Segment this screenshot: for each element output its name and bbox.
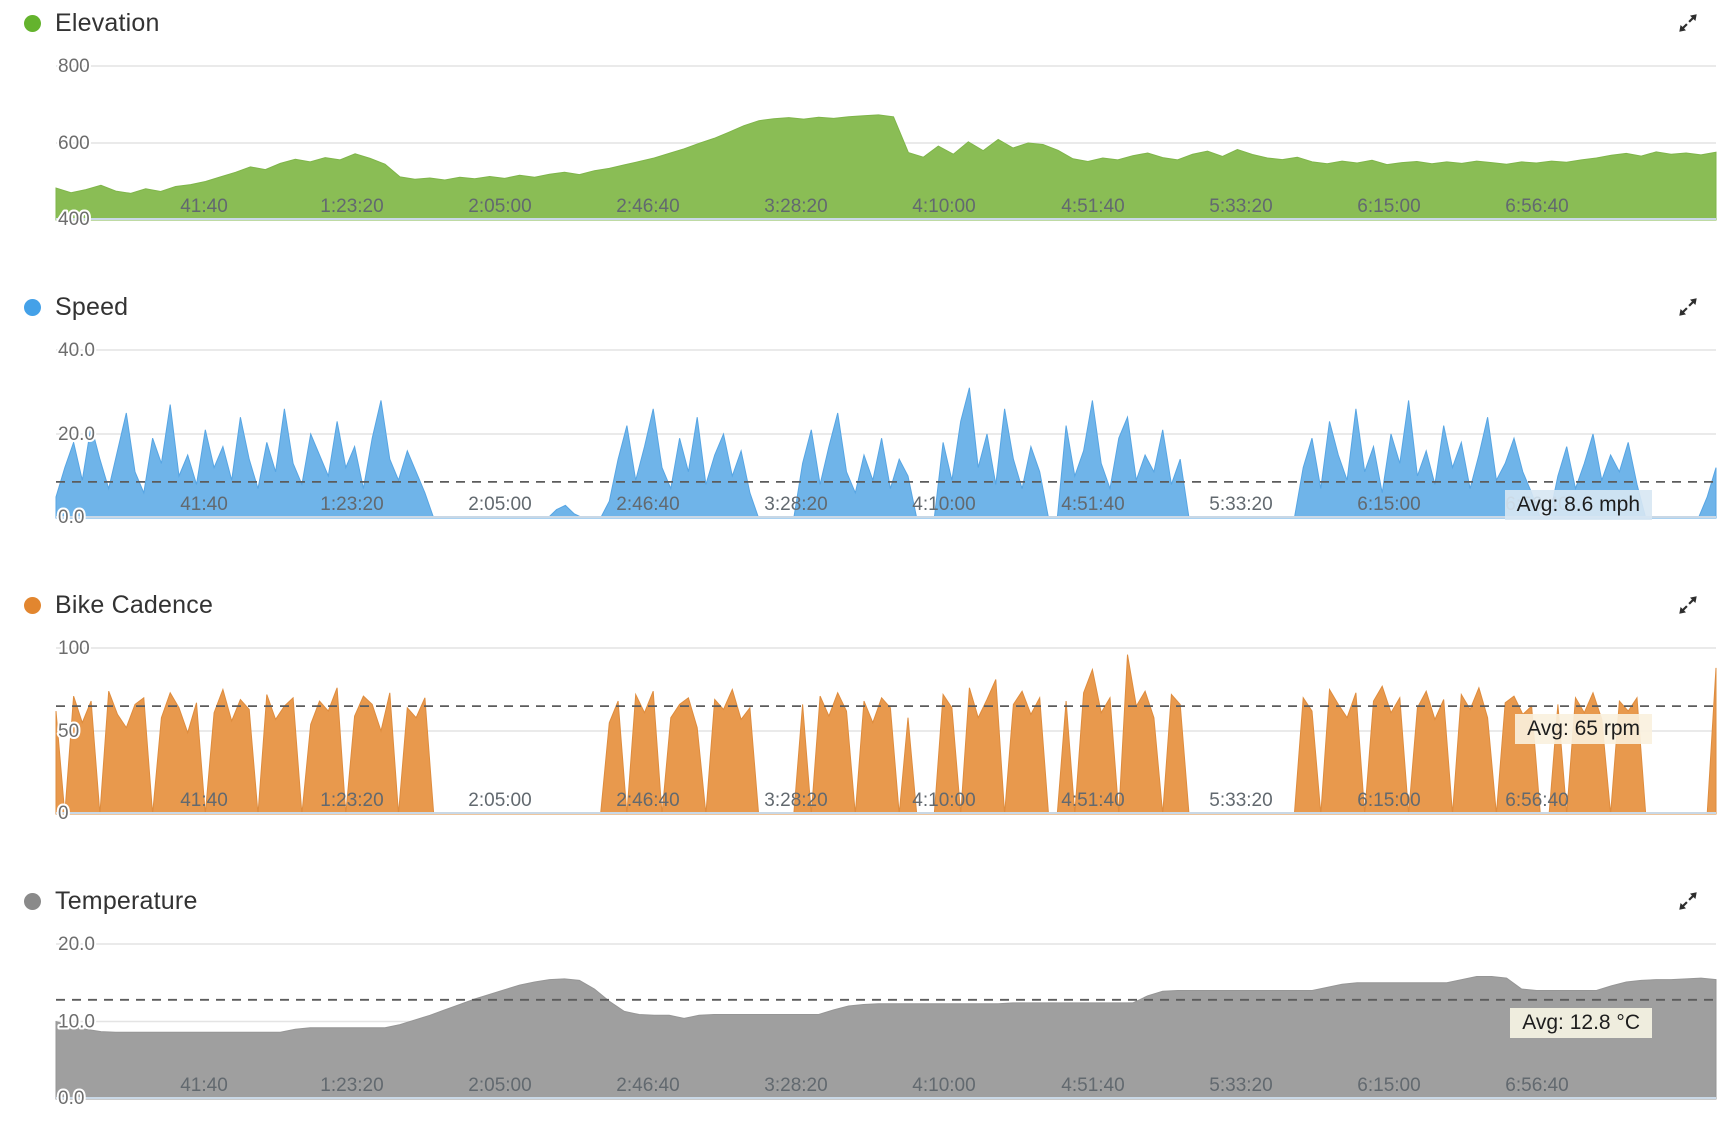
cadence-chart-title: Bike Cadence (55, 590, 214, 619)
expand-icon (1679, 892, 1697, 910)
svg-text:6:56:40: 6:56:40 (1505, 196, 1568, 217)
svg-text:41:40: 41:40 (180, 1075, 228, 1096)
svg-text:2:46:40: 2:46:40 (616, 494, 679, 515)
svg-text:6:15:00: 6:15:00 (1357, 790, 1420, 811)
svg-text:6:15:00: 6:15:00 (1357, 494, 1420, 515)
svg-text:0.0: 0.0 (58, 1088, 84, 1109)
svg-text:41:40: 41:40 (180, 196, 228, 217)
svg-text:2:46:40: 2:46:40 (616, 790, 679, 811)
svg-text:4:51:40: 4:51:40 (1061, 790, 1124, 811)
svg-text:5:33:20: 5:33:20 (1209, 494, 1272, 515)
svg-text:2:05:00: 2:05:00 (468, 1075, 531, 1096)
svg-text:2:46:40: 2:46:40 (616, 196, 679, 217)
svg-text:2:05:00: 2:05:00 (468, 196, 531, 217)
svg-text:4:51:40: 4:51:40 (1061, 196, 1124, 217)
cadence-chart-header: Bike Cadence (0, 588, 1724, 622)
svg-text:3:28:20: 3:28:20 (764, 1075, 827, 1096)
svg-text:1:23:20: 1:23:20 (320, 494, 383, 515)
temperature-plot[interactable]: 41:40 1:23:20 2:05:00 2:46:40 3:28:20 4:10:00… (55, 932, 1717, 1111)
elevation-chart-section: Elevation 41:40 1:23:20 2:05:00 2:46:40 3:28… (0, 6, 1724, 232)
temperature-legend-dot (24, 892, 41, 910)
svg-text:5:33:20: 5:33:20 (1209, 196, 1272, 217)
svg-text:2:46:40: 2:46:40 (616, 1075, 679, 1096)
svg-text:4:51:40: 4:51:40 (1061, 494, 1124, 515)
speed-chart-title: Speed (55, 292, 129, 321)
svg-text:6:15:00: 6:15:00 (1357, 1075, 1420, 1096)
svg-text:4:51:40: 4:51:40 (1061, 1075, 1124, 1096)
svg-text:1:23:20: 1:23:20 (320, 196, 383, 217)
expand-icon (1679, 596, 1697, 614)
temperature-chart-section: Temperature 41:40 1:23:20 2:05:00 2:46:40 3:… (0, 884, 1724, 1111)
svg-text:2:05:00: 2:05:00 (468, 790, 531, 811)
svg-text:6:15:00: 6:15:00 (1357, 196, 1420, 217)
svg-text:0.0: 0.0 (58, 507, 84, 528)
svg-text:1:23:20: 1:23:20 (320, 790, 383, 811)
speed-chart-section: Speed 41:40 1:23:20 2:05:00 2:46:40 3:28:20 4… (0, 290, 1724, 530)
elevation-legend-dot (24, 14, 41, 32)
svg-text:50: 50 (58, 721, 79, 742)
svg-text:400: 400 (58, 209, 90, 230)
svg-text:3:28:20: 3:28:20 (764, 494, 827, 515)
temperature-expand-button[interactable] (1676, 889, 1700, 913)
temperature-chart-header: Temperature (0, 884, 1724, 918)
cadence-legend-dot (24, 596, 41, 614)
elevation-expand-button[interactable] (1676, 11, 1700, 35)
svg-text:4:10:00: 4:10:00 (912, 494, 975, 515)
svg-text:40.0: 40.0 (58, 340, 95, 361)
svg-text:4:10:00: 4:10:00 (912, 1075, 975, 1096)
svg-text:600: 600 (58, 133, 90, 154)
svg-text:5:33:20: 5:33:20 (1209, 790, 1272, 811)
svg-text:4:10:00: 4:10:00 (912, 196, 975, 217)
cadence-expand-button[interactable] (1676, 593, 1700, 617)
svg-text:4:10:00: 4:10:00 (912, 790, 975, 811)
svg-text:6:56:40: 6:56:40 (1505, 790, 1568, 811)
svg-text:20.0: 20.0 (58, 934, 95, 955)
svg-text:5:33:20: 5:33:20 (1209, 1075, 1272, 1096)
svg-text:3:28:20: 3:28:20 (764, 790, 827, 811)
bike-cadence-avg-label: Avg: 65 rpm (1515, 714, 1652, 745)
svg-text:20.0: 20.0 (58, 424, 95, 445)
elevation-chart-title: Elevation (55, 8, 160, 37)
speed-chart-header: Speed (0, 290, 1724, 324)
svg-text:0: 0 (58, 803, 69, 824)
speed-legend-dot (24, 298, 41, 316)
svg-text:1:23:20: 1:23:20 (320, 1075, 383, 1096)
cadence-plot[interactable]: 41:40 1:23:20 2:05:00 2:46:40 3:28:20 4:10:00… (55, 636, 1717, 826)
svg-text:10.0: 10.0 (58, 1012, 95, 1033)
svg-text:2:05:00: 2:05:00 (468, 494, 531, 515)
svg-text:100: 100 (58, 638, 90, 659)
svg-text:800: 800 (58, 56, 90, 77)
speed-expand-button[interactable] (1676, 295, 1700, 319)
svg-text:3:28:20: 3:28:20 (764, 196, 827, 217)
speed-plot[interactable]: 41:40 1:23:20 2:05:00 2:46:40 3:28:20 4:10:00… (55, 338, 1717, 530)
elevation-plot[interactable]: 41:40 1:23:20 2:05:00 2:46:40 3:28:20 4:10:00… (55, 54, 1717, 232)
temperature-avg-label: Avg: 12.8 °C (1510, 1007, 1652, 1038)
expand-icon (1679, 14, 1697, 32)
svg-text:41:40: 41:40 (180, 494, 228, 515)
svg-text:6:56:40: 6:56:40 (1505, 1075, 1568, 1096)
speed-avg-label: Avg: 8.6 mph (1504, 489, 1652, 520)
expand-icon (1679, 298, 1697, 316)
cadence-chart-section: Bike Cadence 41:40 1:23:20 2:05:00 2:46:40 3… (0, 588, 1724, 826)
temperature-chart-title: Temperature (55, 886, 198, 915)
svg-text:41:40: 41:40 (180, 790, 228, 811)
elevation-chart-header: Elevation (0, 6, 1724, 40)
